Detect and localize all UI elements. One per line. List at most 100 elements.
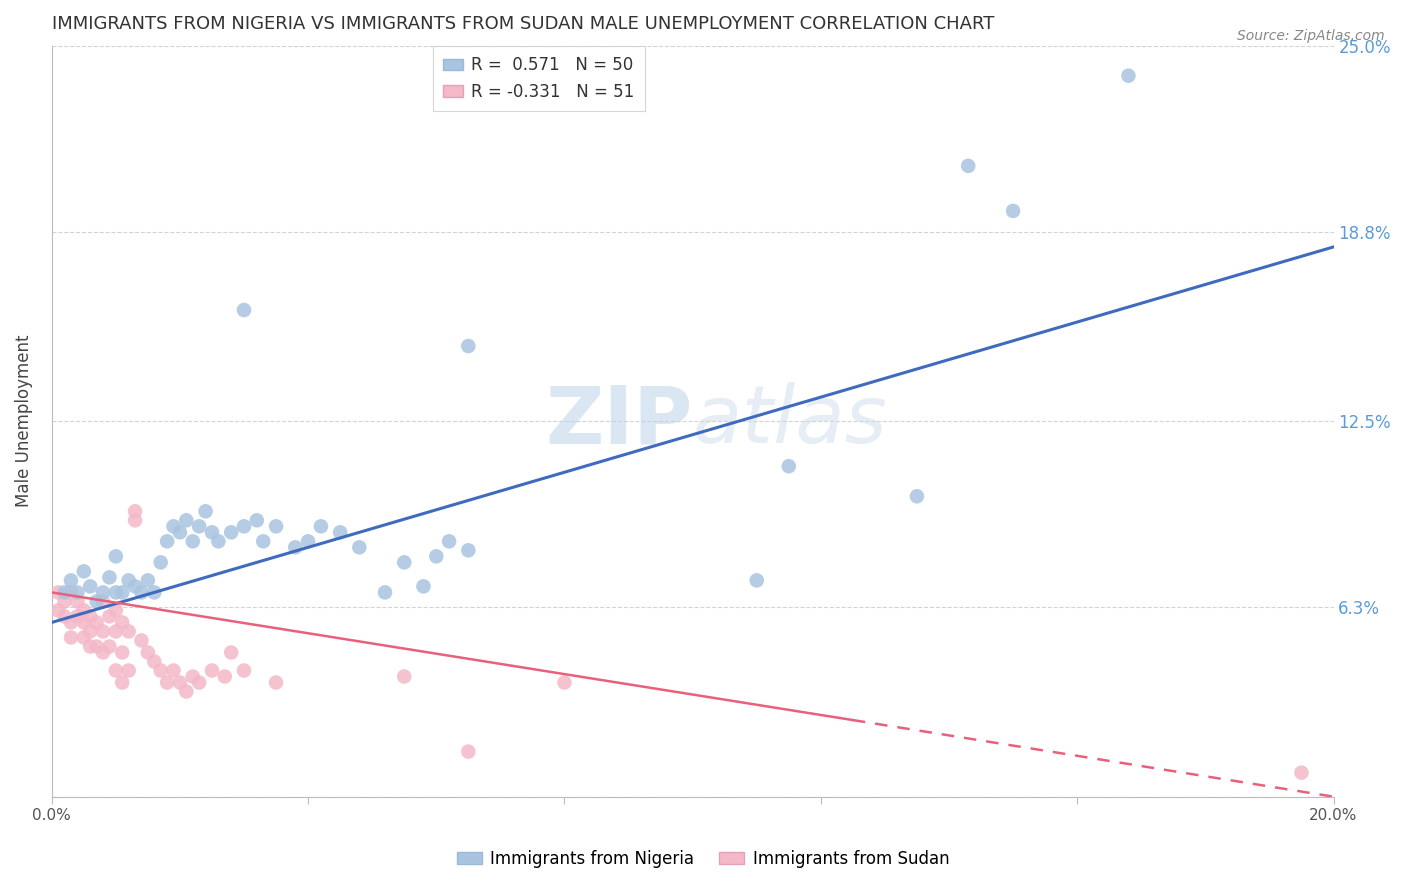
Point: [246, 513, 269, 527]
Point: [425, 549, 447, 564]
Point: [156, 675, 179, 690]
Point: [73, 603, 96, 617]
Point: [176, 513, 198, 527]
Point: [264, 519, 287, 533]
Point: [118, 624, 141, 639]
Point: [91, 624, 114, 639]
Point: [111, 615, 134, 630]
Point: [86, 594, 108, 608]
Point: [745, 574, 768, 588]
Point: [329, 525, 352, 540]
Point: [162, 519, 184, 533]
Point: [136, 574, 159, 588]
Point: [143, 655, 166, 669]
Point: [91, 645, 114, 659]
Point: [91, 585, 114, 599]
Legend: Immigrants from Nigeria, Immigrants from Sudan: Immigrants from Nigeria, Immigrants from…: [450, 844, 956, 875]
Point: [181, 669, 204, 683]
Legend: R =  0.571   N = 50, R = -0.331   N = 51: R = 0.571 N = 50, R = -0.331 N = 51: [433, 46, 644, 111]
Point: [188, 675, 211, 690]
Point: [73, 631, 96, 645]
Point: [457, 543, 479, 558]
Point: [86, 640, 108, 654]
Text: atlas: atlas: [693, 382, 887, 460]
Text: IMMIGRANTS FROM NIGERIA VS IMMIGRANTS FROM SUDAN MALE UNEMPLOYMENT CORRELATION C: IMMIGRANTS FROM NIGERIA VS IMMIGRANTS FR…: [52, 15, 994, 33]
Point: [104, 624, 127, 639]
Point: [149, 664, 172, 678]
Point: [457, 339, 479, 353]
Point: [553, 675, 575, 690]
Point: [297, 534, 319, 549]
Point: [59, 631, 82, 645]
Point: [98, 609, 121, 624]
Text: ZIP: ZIP: [546, 382, 693, 460]
Point: [156, 534, 179, 549]
Point: [1002, 203, 1025, 218]
Point: [1291, 765, 1313, 780]
Point: [437, 534, 460, 549]
Point: [79, 579, 101, 593]
Point: [98, 640, 121, 654]
Point: [264, 675, 287, 690]
Point: [778, 459, 800, 474]
Point: [219, 525, 242, 540]
Point: [111, 645, 134, 659]
Point: [46, 585, 69, 599]
Point: [252, 534, 274, 549]
Point: [98, 570, 121, 584]
Point: [194, 504, 217, 518]
Point: [162, 664, 184, 678]
Point: [111, 585, 134, 599]
Point: [176, 684, 198, 698]
Point: [91, 594, 114, 608]
Point: [118, 664, 141, 678]
Point: [181, 534, 204, 549]
Point: [233, 303, 256, 318]
Point: [53, 585, 76, 599]
Point: [412, 579, 434, 593]
Text: Source: ZipAtlas.com: Source: ZipAtlas.com: [1237, 29, 1385, 43]
Point: [66, 594, 89, 608]
Point: [111, 675, 134, 690]
Point: [59, 585, 82, 599]
Point: [188, 519, 211, 533]
Point: [207, 534, 229, 549]
Point: [59, 615, 82, 630]
Point: [79, 609, 101, 624]
Point: [124, 504, 146, 518]
Point: [131, 633, 153, 648]
Point: [214, 669, 236, 683]
Point: [86, 615, 108, 630]
Point: [233, 664, 256, 678]
Point: [131, 585, 153, 599]
Point: [349, 541, 371, 555]
Point: [73, 615, 96, 630]
Point: [124, 513, 146, 527]
Point: [143, 585, 166, 599]
Point: [233, 519, 256, 533]
Point: [374, 585, 396, 599]
Point: [169, 675, 191, 690]
Point: [73, 565, 96, 579]
Point: [136, 645, 159, 659]
Point: [201, 664, 224, 678]
Point: [124, 579, 146, 593]
Y-axis label: Male Unemployment: Male Unemployment: [15, 334, 32, 508]
Point: [284, 541, 307, 555]
Point: [219, 645, 242, 659]
Point: [79, 624, 101, 639]
Point: [66, 609, 89, 624]
Point: [457, 745, 479, 759]
Point: [104, 603, 127, 617]
Point: [66, 585, 89, 599]
Point: [149, 555, 172, 569]
Point: [394, 555, 416, 569]
Point: [53, 594, 76, 608]
Point: [1118, 69, 1140, 83]
Point: [104, 549, 127, 564]
Point: [169, 525, 191, 540]
Point: [118, 574, 141, 588]
Point: [79, 640, 101, 654]
Point: [309, 519, 332, 533]
Point: [53, 609, 76, 624]
